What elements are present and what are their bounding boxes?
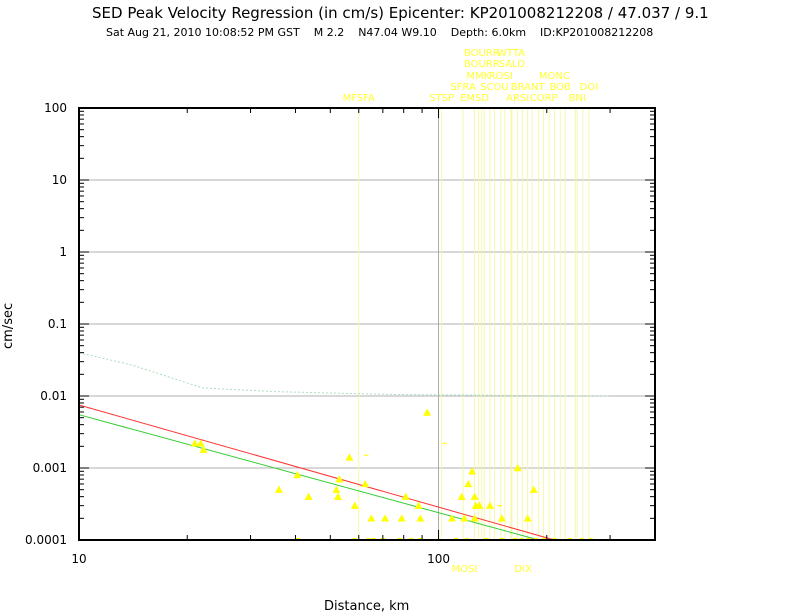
data-point [293, 470, 302, 479]
data-point [414, 501, 423, 509]
data-point [460, 514, 469, 522]
station-label: BNI [569, 93, 586, 104]
station-label: SCOU [480, 82, 509, 93]
data-point [332, 485, 341, 493]
data-point [447, 514, 456, 522]
data-point [333, 492, 342, 500]
data-point [397, 514, 406, 522]
data-point [335, 475, 344, 483]
data-point [457, 492, 466, 500]
plot-frame [78, 107, 656, 541]
station-label: SFRA [450, 82, 476, 93]
data-point [190, 439, 199, 447]
data-point [381, 514, 390, 522]
station-label: MMK [466, 71, 490, 82]
data-point [361, 479, 370, 488]
data-point [485, 501, 494, 509]
station-markers: MFSFA STSPSFRAEMSDMMKBOURRBOURRSCOUROSIWT… [343, 48, 599, 575]
y-tick-label: 0.1 [48, 317, 67, 331]
data-point [468, 467, 477, 475]
station-label-bottom: MOSI [451, 564, 477, 575]
data-point [464, 479, 473, 488]
axes: 100 10 1 0.1 0.01 0.001 0.0001 10 100 [25, 101, 656, 566]
data-point [497, 514, 506, 522]
station-label: WTTA [497, 48, 525, 59]
x-tick-label: 10 [71, 552, 86, 566]
data-point [470, 514, 479, 522]
station-label: ARSI [506, 93, 529, 104]
station-label: DOI [580, 82, 599, 93]
y-tick-label: 0.0001 [25, 533, 67, 547]
station-label: MONC [539, 71, 570, 82]
data-point [196, 439, 205, 447]
data-point [275, 485, 284, 493]
station-label: EMSD [460, 93, 489, 104]
data-point [199, 445, 208, 453]
data-point [350, 501, 359, 509]
station-label-bottom: DIX [514, 564, 532, 575]
chart-subtitle: Sat Aug 21, 2010 10:08:52 PM GST M 2.2 N… [106, 26, 653, 39]
x-tick-label: 100 [427, 552, 450, 566]
data-point [523, 514, 532, 522]
data-point [304, 492, 313, 500]
station-label: SALO [499, 59, 526, 70]
upper-dotted-curve [78, 352, 611, 397]
grid [79, 108, 655, 540]
y-tick-label: 1 [59, 245, 67, 259]
y-tick-label: 10 [52, 173, 67, 187]
x-axis-label: Distance, km [324, 599, 409, 612]
y-tick-label: 100 [44, 101, 67, 115]
chart-title: SED Peak Velocity Regression (in cm/s) E… [92, 4, 709, 22]
data-point [416, 514, 425, 522]
station-label: CORP [530, 93, 558, 104]
data-point [401, 492, 410, 500]
station-label: MFSFA [343, 93, 375, 104]
data-point [367, 514, 376, 522]
station-label: BOURR [464, 59, 500, 70]
data-point [345, 453, 354, 461]
data-point [470, 492, 479, 500]
station-label: BOURR [464, 48, 500, 59]
station-label: BRANT [511, 82, 546, 93]
data-point [423, 408, 432, 416]
data-point [529, 485, 538, 493]
y-tick-label: 0.001 [33, 461, 67, 475]
station-label: STSP [429, 93, 454, 104]
data-point [475, 501, 484, 509]
station-label: ROSI [489, 71, 513, 82]
y-axis-label: cm/sec [1, 303, 16, 349]
y-tick-label: 0.01 [40, 389, 67, 403]
data-point [513, 464, 522, 472]
station-label: BOB [550, 82, 572, 93]
